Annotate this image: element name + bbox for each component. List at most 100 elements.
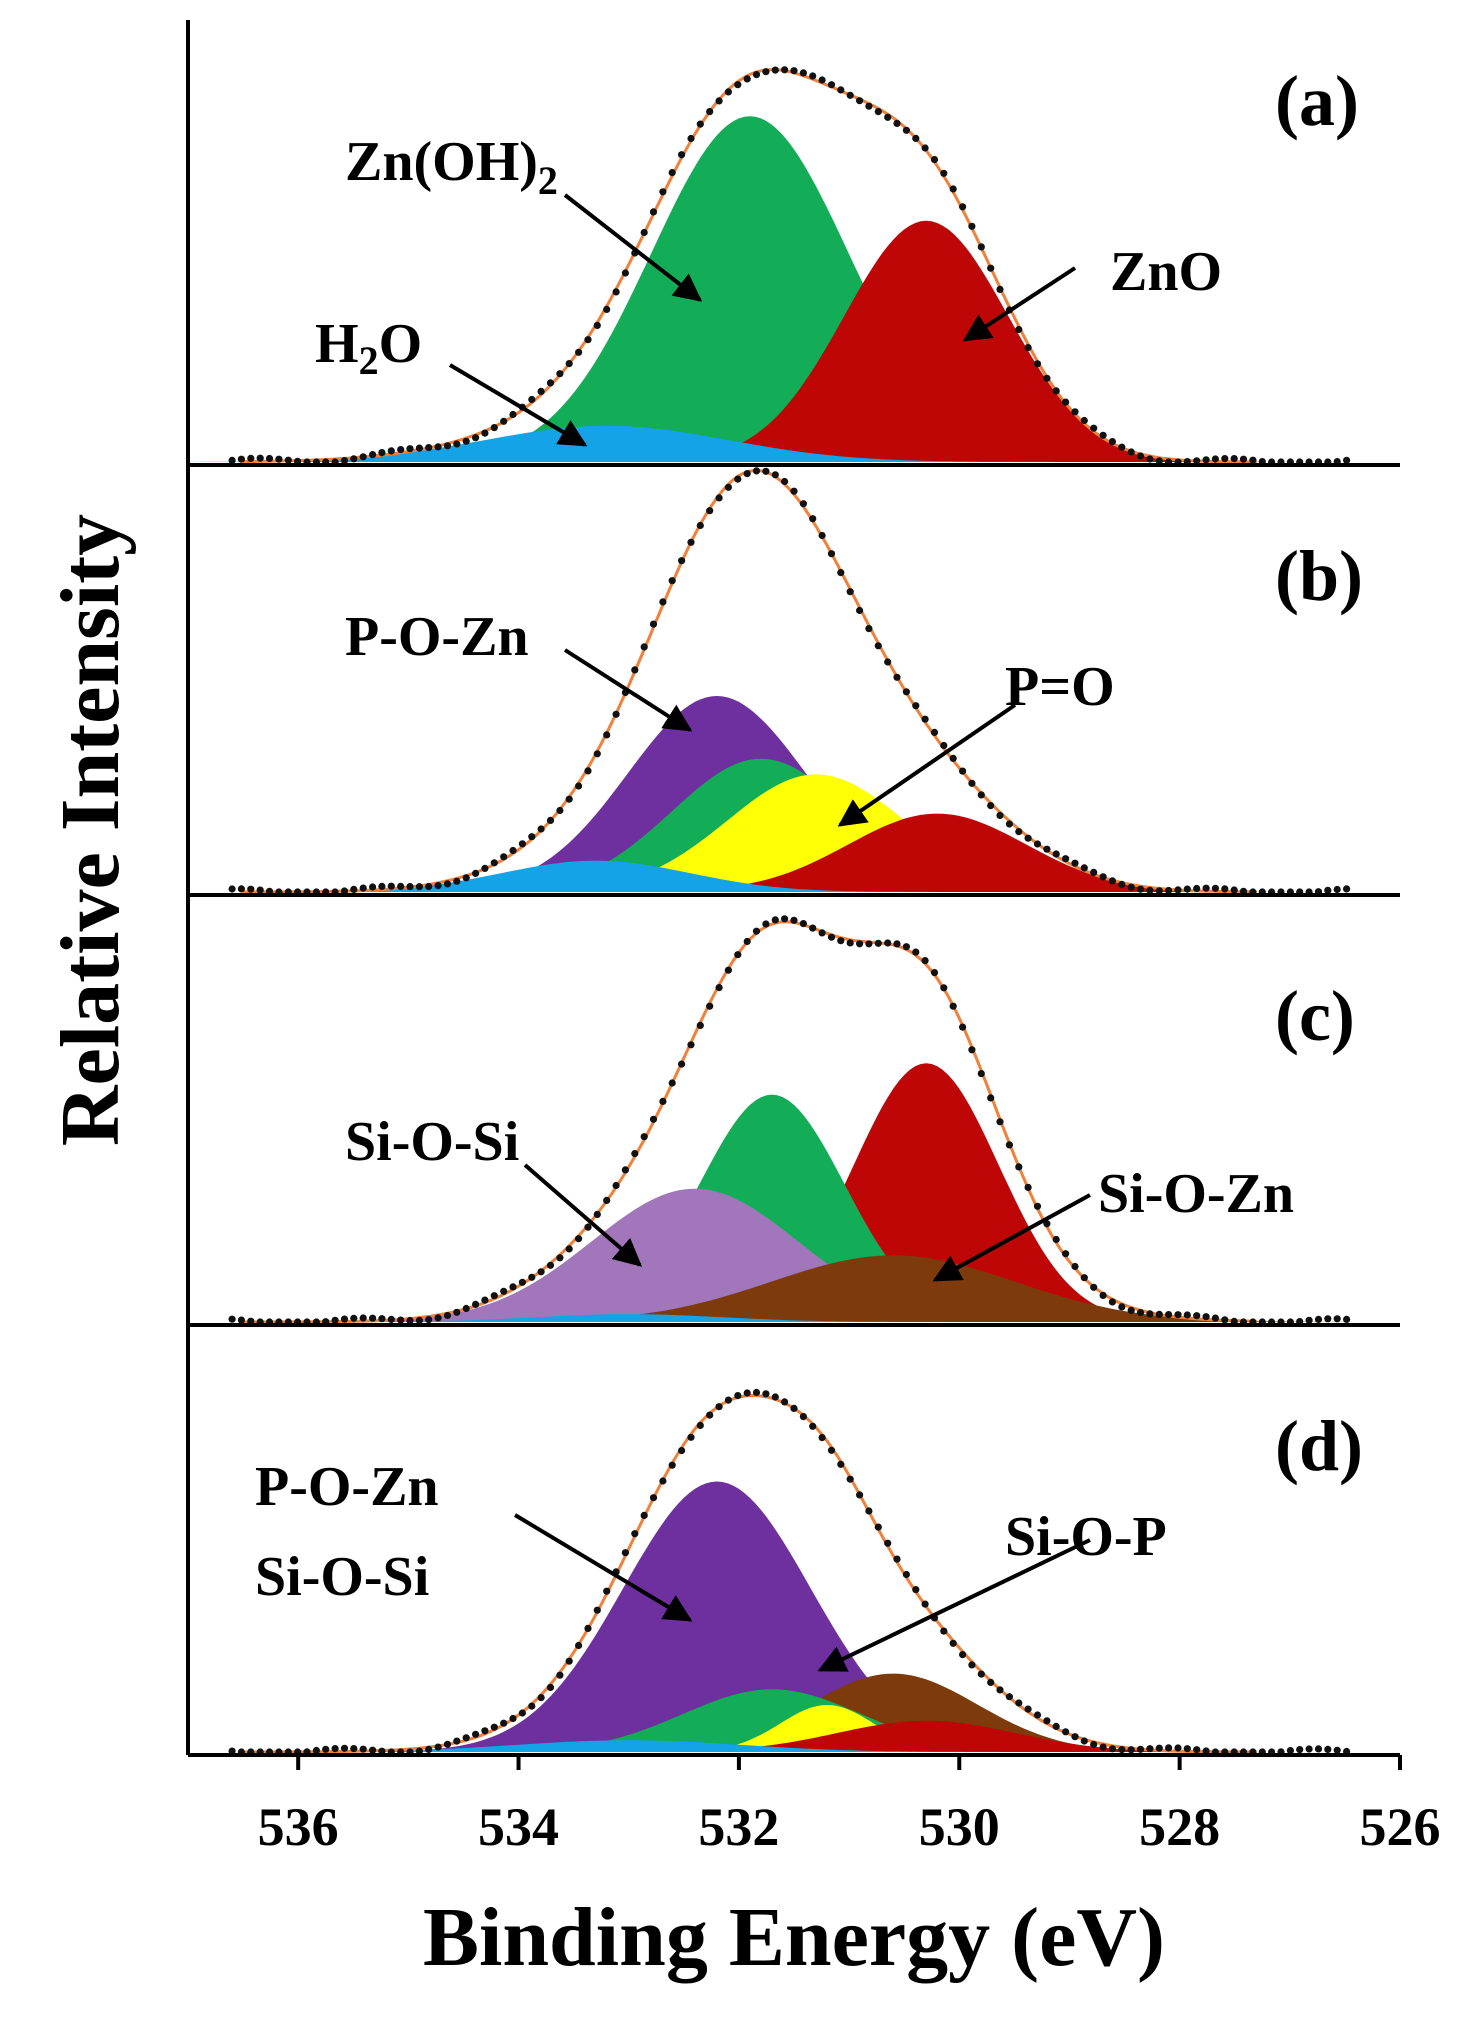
data-point-d <box>481 1727 489 1735</box>
data-point-c <box>490 1292 498 1300</box>
fit-envelope-d <box>243 1394 1257 1754</box>
data-point-a <box>668 169 676 177</box>
data-point-c <box>228 1315 236 1323</box>
data-point-b <box>1230 886 1238 894</box>
data-point-a <box>1193 457 1201 465</box>
data-point-c <box>481 1296 489 1304</box>
annotation-h2o-sub: 2 <box>359 338 379 383</box>
data-point-c <box>762 920 770 928</box>
data-point-d <box>1286 1747 1294 1755</box>
data-point-a <box>340 457 349 465</box>
data-point-a <box>856 97 864 105</box>
data-point-d <box>603 1587 611 1595</box>
data-point-c <box>696 1021 704 1029</box>
data-point-c <box>949 1002 957 1010</box>
data-point-b <box>1146 886 1154 895</box>
component-areas <box>188 116 1400 1752</box>
data-point-c <box>593 1210 601 1218</box>
data-point-a <box>977 243 985 251</box>
data-point-b <box>743 470 751 478</box>
data-point-d <box>621 1549 630 1557</box>
data-point-b <box>546 816 555 825</box>
data-point-b <box>1183 885 1191 893</box>
data-point-d <box>706 1411 714 1419</box>
data-point-c <box>631 1150 639 1158</box>
data-point-b <box>247 885 255 893</box>
data-point-c <box>659 1097 667 1105</box>
data-point-c <box>856 940 864 948</box>
data-point-d <box>425 1745 433 1753</box>
data-point-d <box>631 1530 639 1538</box>
data-point-a <box>575 348 583 356</box>
data-point-b <box>818 531 826 540</box>
peak-h2o-d <box>188 1740 1400 1752</box>
data-point-c <box>1052 1235 1060 1244</box>
data-point-a <box>359 453 367 461</box>
data-point-c <box>668 1079 676 1087</box>
data-point-c <box>940 984 948 992</box>
data-point-a <box>537 387 545 395</box>
data-point-a <box>1202 456 1210 464</box>
data-point-c <box>1174 1311 1182 1319</box>
data-point-c <box>612 1181 620 1190</box>
data-point-b <box>359 884 367 892</box>
data-point-b <box>1127 883 1135 891</box>
data-point-c <box>678 1060 686 1068</box>
data-point-d <box>921 1600 929 1608</box>
data-point-a <box>603 305 611 313</box>
peak-si-o-p-d <box>188 1705 1400 1752</box>
data-point-d <box>752 1388 761 1397</box>
data-point-a <box>1099 431 1107 439</box>
data-point-a <box>265 454 274 463</box>
data-point-d <box>743 1389 751 1397</box>
data-point-b <box>827 550 836 558</box>
arrow-zno <box>962 266 1077 342</box>
data-point-d <box>575 1641 583 1650</box>
data-point-c <box>781 915 789 923</box>
data-point-a <box>350 455 358 463</box>
data-point-c <box>584 1223 592 1231</box>
data-point-d <box>462 1734 470 1742</box>
data-point-d <box>1136 1745 1145 1753</box>
data-point-a <box>678 151 686 159</box>
data-point-b <box>1005 820 1014 828</box>
data-point-b <box>387 882 395 890</box>
data-point-b <box>537 825 545 833</box>
data-point-d <box>996 1686 1004 1694</box>
data-point-d <box>1155 1744 1163 1752</box>
data-point-b <box>481 864 489 873</box>
data-point-d <box>472 1730 480 1738</box>
data-point-b <box>500 853 508 861</box>
data-point-b <box>640 643 648 651</box>
data-point-d <box>1090 1740 1098 1749</box>
data-point-c <box>603 1196 611 1204</box>
data-point-a <box>490 424 498 432</box>
data-point-a <box>940 169 948 177</box>
data-point-b <box>612 710 620 718</box>
data-point-b <box>472 869 480 878</box>
peak-h2o-c <box>188 1314 1400 1322</box>
data-point-a <box>743 75 751 83</box>
data-point-c <box>621 1166 630 1174</box>
data-point-c <box>387 1315 395 1323</box>
data-point-d <box>1024 1705 1032 1713</box>
data-point-c <box>1202 1313 1210 1321</box>
data-point-b <box>1024 834 1032 842</box>
data-point-a <box>987 264 995 272</box>
data-point-b <box>846 588 854 596</box>
data-point-b <box>968 779 976 787</box>
panel-label-c: (c) <box>1275 976 1355 1056</box>
data-point-d <box>893 1555 901 1563</box>
data-point-a <box>1155 457 1163 465</box>
data-point-d <box>1005 1693 1014 1701</box>
data-point-d <box>1062 1728 1070 1736</box>
data-point-c <box>790 916 798 924</box>
x-tick-label-526: 526 <box>1360 1797 1441 1857</box>
data-point-c <box>528 1273 536 1281</box>
x-tick-label-530: 530 <box>919 1797 1000 1857</box>
data-point-c <box>1183 1311 1191 1319</box>
data-point-d <box>350 1745 358 1753</box>
data-point-c <box>809 924 817 932</box>
data-point-b <box>340 887 349 895</box>
data-point-c <box>649 1115 658 1123</box>
